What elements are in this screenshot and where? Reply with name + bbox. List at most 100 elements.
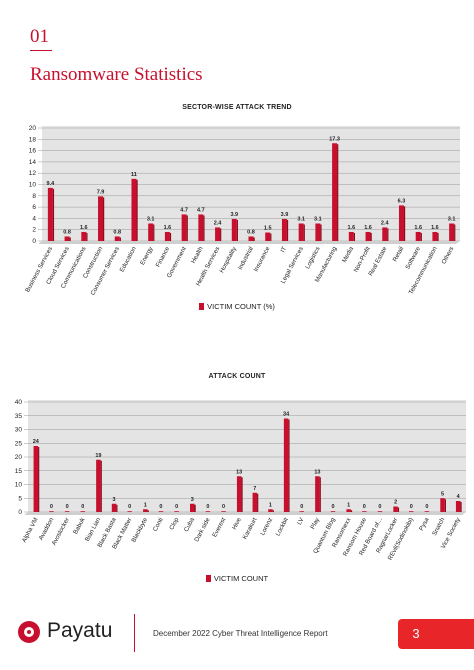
data-label: 3.1 bbox=[147, 216, 155, 222]
data-label: 1.6 bbox=[431, 225, 439, 231]
bar-side bbox=[220, 228, 222, 241]
y-tick-label: 18 bbox=[29, 136, 37, 143]
bar bbox=[47, 187, 53, 241]
data-label: 1 bbox=[347, 502, 350, 508]
bar-side bbox=[116, 504, 118, 512]
y-tick-label: 4 bbox=[32, 215, 36, 222]
bar bbox=[143, 509, 148, 512]
bar bbox=[198, 214, 204, 241]
data-label: 0 bbox=[300, 504, 303, 510]
data-label: 2.4 bbox=[381, 220, 390, 226]
data-label: 3 bbox=[113, 497, 116, 503]
x-tick-label: Babuk bbox=[72, 516, 87, 536]
sector-chart-legend: VICTIM COUNT (%) bbox=[0, 302, 474, 311]
bar bbox=[164, 231, 170, 241]
bar bbox=[252, 492, 258, 512]
bar bbox=[131, 178, 137, 241]
y-tick-label: 35 bbox=[15, 413, 23, 420]
bar bbox=[365, 231, 371, 241]
bar-side bbox=[397, 507, 400, 512]
data-label: 0 bbox=[159, 504, 162, 510]
page-title: Ransomware Statistics bbox=[30, 64, 203, 85]
bar bbox=[111, 503, 117, 512]
bar-side bbox=[38, 447, 40, 512]
bar bbox=[424, 511, 430, 512]
y-tick-label: 6 bbox=[32, 204, 36, 211]
data-label: 5 bbox=[441, 491, 444, 497]
y-tick-label: 15 bbox=[15, 468, 23, 475]
page-badge: 3 bbox=[398, 619, 474, 649]
bar bbox=[33, 446, 39, 512]
bar bbox=[268, 509, 273, 512]
x-tick-label: Clop bbox=[168, 516, 180, 531]
bar-side bbox=[370, 232, 372, 241]
payatu-logo-icon bbox=[18, 621, 40, 643]
x-tick-label: Lockbit bbox=[274, 516, 290, 537]
data-label: 1.6 bbox=[80, 225, 88, 231]
y-tick-label: 5 bbox=[18, 495, 22, 502]
x-tick-label: Snatch bbox=[431, 516, 446, 537]
bar bbox=[315, 223, 321, 241]
data-label: 0 bbox=[363, 504, 366, 510]
bar bbox=[236, 476, 242, 512]
x-tick-label: Finance bbox=[155, 245, 172, 268]
data-label: 3.1 bbox=[448, 216, 456, 222]
data-label: 0 bbox=[222, 504, 225, 510]
bar bbox=[114, 236, 120, 241]
data-label: 13 bbox=[236, 469, 242, 475]
bar bbox=[96, 459, 101, 512]
data-label: 0.8 bbox=[63, 229, 71, 235]
bar bbox=[221, 511, 226, 512]
y-tick-label: 25 bbox=[15, 440, 23, 447]
bar-side bbox=[253, 237, 255, 241]
y-tick-label: 16 bbox=[29, 148, 37, 155]
x-tick-label: LV bbox=[296, 516, 306, 526]
bar-side bbox=[103, 197, 105, 241]
bar bbox=[98, 196, 104, 241]
bar bbox=[330, 511, 336, 512]
data-label: 17.3 bbox=[329, 136, 340, 142]
bar-side bbox=[241, 477, 243, 512]
data-label: 0.8 bbox=[247, 229, 255, 235]
chart-wall bbox=[28, 400, 466, 512]
bar-side bbox=[100, 460, 102, 512]
data-label: 2.4 bbox=[214, 220, 223, 226]
data-label: 13 bbox=[314, 469, 320, 475]
bar bbox=[377, 511, 383, 512]
bar bbox=[281, 218, 287, 241]
bar-side bbox=[136, 179, 138, 241]
y-tick-label: 10 bbox=[15, 482, 23, 489]
x-tick-label: Hive bbox=[231, 516, 243, 531]
attack-chart-legend: VICTIM COUNT bbox=[0, 574, 474, 583]
bar bbox=[248, 236, 254, 241]
x-tick-label: Energy bbox=[139, 245, 155, 266]
y-tick-label: 40 bbox=[15, 399, 23, 406]
brand-name: Payatu bbox=[47, 619, 113, 642]
bar bbox=[190, 503, 195, 512]
x-tick-label: IT bbox=[279, 245, 288, 253]
data-label: 4 bbox=[457, 494, 461, 500]
x-tick-label: Conti bbox=[152, 517, 165, 533]
bar-side bbox=[272, 510, 274, 512]
bar bbox=[81, 231, 87, 241]
bar bbox=[265, 232, 271, 241]
x-tick-label: Cuba bbox=[183, 516, 196, 533]
bar-side bbox=[444, 499, 446, 512]
section-divider bbox=[30, 50, 52, 51]
chart-title-attack-count: ATTACK COUNT bbox=[208, 373, 266, 380]
data-label: 1.6 bbox=[414, 225, 422, 231]
data-label: 1 bbox=[144, 502, 147, 508]
bar-side bbox=[303, 224, 305, 241]
report-title: December 2022 Cyber Threat Intelligence … bbox=[153, 629, 328, 638]
bar-side bbox=[194, 504, 196, 512]
bar bbox=[181, 214, 187, 241]
data-label: 3.9 bbox=[230, 212, 238, 218]
data-label: 0 bbox=[50, 504, 53, 510]
y-tick-label: 20 bbox=[15, 454, 23, 461]
bar bbox=[346, 509, 351, 512]
x-tick-label: Others bbox=[441, 246, 456, 266]
y-tick-label: 10 bbox=[29, 182, 37, 189]
x-tick-label: Dark side bbox=[193, 516, 212, 543]
bar-side bbox=[353, 232, 356, 241]
